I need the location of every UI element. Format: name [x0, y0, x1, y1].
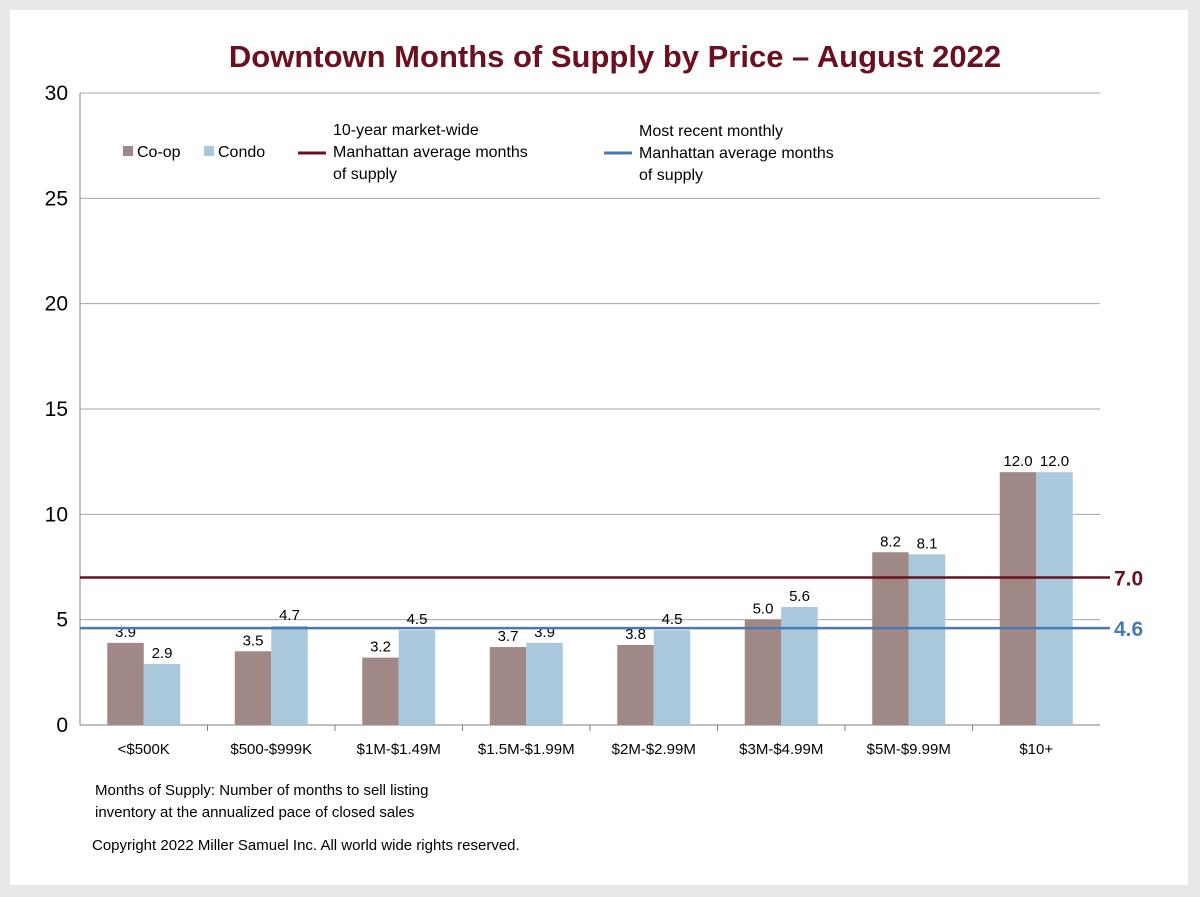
- x-category-label: $5M-$9.99M: [867, 741, 951, 758]
- months-of-supply-chart: Downtown Months of Supply by Price – Aug…: [45, 39, 1144, 854]
- coop-bar: [362, 657, 399, 725]
- condo-data-label: 3.9: [534, 624, 555, 641]
- x-category-label: $10+: [1019, 741, 1053, 758]
- legend-label-condo: Condo: [218, 144, 265, 161]
- y-axis-ticks: 0 5 10 15 20 25 30: [45, 82, 68, 737]
- y-tick-label: 30: [45, 82, 68, 105]
- legend-label-coop: Co-op: [137, 144, 181, 161]
- chart-frame: Downtown Months of Supply by Price – Aug…: [10, 10, 1188, 885]
- legend-10yr-line3: of supply: [333, 166, 397, 183]
- condo-data-label: 4.5: [662, 611, 683, 628]
- condo-bar: [908, 554, 946, 725]
- y-tick-label: 15: [45, 398, 68, 421]
- copyright-note: Copyright 2022 Miller Samuel Inc. All wo…: [92, 837, 520, 854]
- coop-data-label: 12.0: [1003, 453, 1032, 470]
- definition-note-line2: inventory at the annualized pace of clos…: [95, 804, 414, 821]
- y-tick-label: 25: [45, 187, 68, 210]
- condo-bar: [1036, 472, 1073, 725]
- coop-bar: [744, 619, 782, 725]
- condo-bar: [271, 625, 308, 725]
- condo-data-label: 5.6: [789, 588, 810, 605]
- legend-swatch-coop: [123, 146, 133, 156]
- coop-data-label: 3.7: [498, 628, 519, 645]
- condo-bar: [398, 630, 436, 725]
- coop-bar: [999, 472, 1037, 725]
- coop-data-label: 3.2: [370, 639, 391, 656]
- legend-recent-line3: of supply: [639, 167, 703, 184]
- y-tick-label: 10: [45, 503, 68, 526]
- recent-average-value: 4.6: [1114, 618, 1143, 641]
- y-tick-label: 20: [45, 293, 68, 316]
- legend-recent-line2: Manhattan average months: [639, 145, 834, 162]
- definition-note-line1: Months of Supply: Number of months to se…: [95, 782, 429, 799]
- legend-recent-line1: Most recent monthly: [639, 123, 783, 140]
- bars: [107, 472, 1073, 725]
- coop-bar: [872, 552, 909, 725]
- coop-bar: [234, 651, 272, 725]
- y-tick-label: 0: [56, 714, 68, 737]
- condo-bar: [781, 607, 818, 725]
- legend-10yr-line2: Manhattan average months: [333, 144, 528, 161]
- legend-10yr-line1: 10-year market-wide: [333, 122, 479, 139]
- x-category-label: $3M-$4.99M: [739, 741, 823, 758]
- coop-data-label: 3.9: [115, 624, 136, 641]
- coop-bar: [617, 644, 654, 725]
- category-labels: <$500K $500-$999K $1M-$1.49M $1.5M-$1.99M $2…: [118, 741, 1054, 758]
- chart-title: Downtown Months of Supply by Price – Aug…: [229, 39, 1001, 74]
- coop-bar: [489, 647, 527, 725]
- x-category-label: $2M-$2.99M: [612, 741, 696, 758]
- condo-bar: [526, 642, 563, 725]
- coop-bar: [107, 642, 144, 725]
- condo-bar: [143, 663, 181, 725]
- x-category-label: $1M-$1.49M: [357, 741, 441, 758]
- condo-data-label: 12.0: [1040, 453, 1069, 470]
- condo-bar: [653, 630, 691, 725]
- reference-lines: 7.0 4.6: [80, 568, 1143, 641]
- y-tick-label: 5: [56, 609, 68, 632]
- gridlines: [79, 92, 1100, 731]
- x-category-label: $1.5M-$1.99M: [478, 741, 575, 758]
- condo-data-label: 4.5: [407, 611, 428, 628]
- coop-data-label: 3.8: [625, 626, 646, 643]
- coop-data-label: 3.5: [243, 632, 264, 649]
- condo-data-label: 8.1: [917, 535, 938, 552]
- legend-swatch-condo: [204, 146, 214, 156]
- coop-data-label: 5.0: [753, 601, 774, 618]
- coop-data-label: 8.2: [880, 533, 901, 550]
- ten-year-average-value: 7.0: [1114, 568, 1143, 591]
- condo-data-label: 4.7: [279, 607, 300, 624]
- condo-data-label: 2.9: [152, 645, 173, 662]
- x-category-label: $500-$999K: [230, 741, 312, 758]
- x-category-label: <$500K: [118, 741, 170, 758]
- legend: Co-op Condo 10-year market-wide Manhatta…: [123, 122, 834, 184]
